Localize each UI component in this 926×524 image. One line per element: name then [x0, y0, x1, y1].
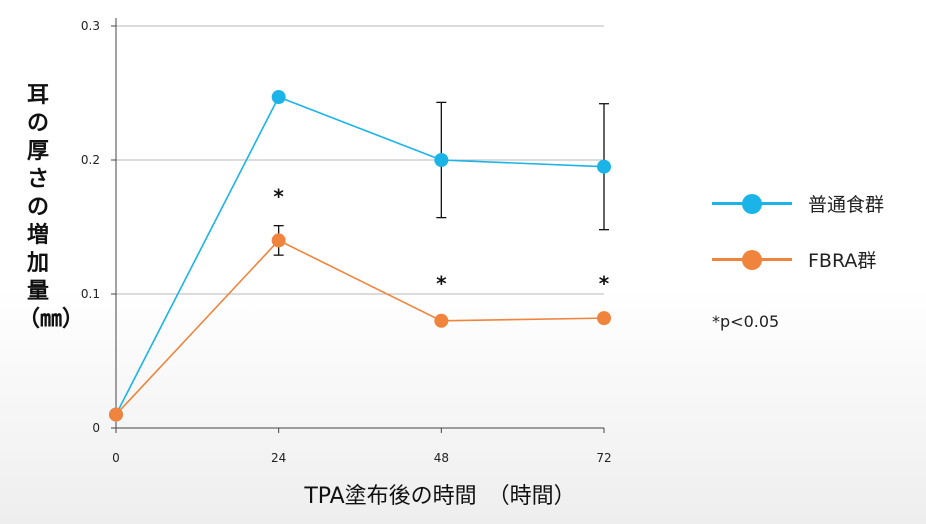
x-tick-label: 72 — [596, 451, 611, 465]
data-point — [434, 313, 449, 328]
significance-mark: * — [436, 272, 447, 296]
legend-label: 普通食群 — [808, 194, 885, 216]
data-point — [597, 159, 611, 174]
tick-labels: 0 0.1 0.2 0.3 0 24 48 72 — [81, 19, 612, 465]
annotations: * * * — [273, 185, 609, 296]
y-tick-label: 0.3 — [81, 19, 100, 33]
data-point — [271, 90, 286, 105]
legend-marker-icon — [742, 250, 762, 270]
y-tick-label: 0.1 — [81, 287, 100, 301]
grid-lines — [116, 25, 604, 295]
data-point — [271, 233, 286, 248]
x-tick-label: 0 — [112, 451, 120, 465]
series-group — [109, 90, 611, 422]
significance-mark: * — [273, 185, 284, 209]
legend-label: FBRA群 — [808, 250, 877, 272]
data-point — [597, 311, 611, 326]
y-tick-label: 0.2 — [81, 153, 100, 167]
series-line — [115, 96, 605, 415]
x-tick-label: 24 — [271, 451, 286, 465]
significance-mark: * — [599, 272, 610, 296]
error-bars — [273, 101, 609, 256]
y-tick-label: 0 — [92, 421, 100, 435]
x-axis-label: TPA塗布後の時間 （時間） — [304, 484, 576, 509]
data-point — [434, 153, 449, 167]
data-point — [109, 407, 123, 422]
y-axis-label: 耳の厚さの増加量（㎜） — [18, 83, 85, 332]
series-line — [115, 239, 605, 416]
significance-note: *p<0.05 — [712, 312, 780, 331]
legend-marker-icon — [742, 194, 762, 214]
legend-item-fbra: FBRA群 — [712, 244, 922, 274]
legend-item-normal-diet: 普通食群 — [712, 188, 922, 218]
axes — [111, 18, 605, 433]
x-tick-label: 48 — [434, 451, 449, 465]
